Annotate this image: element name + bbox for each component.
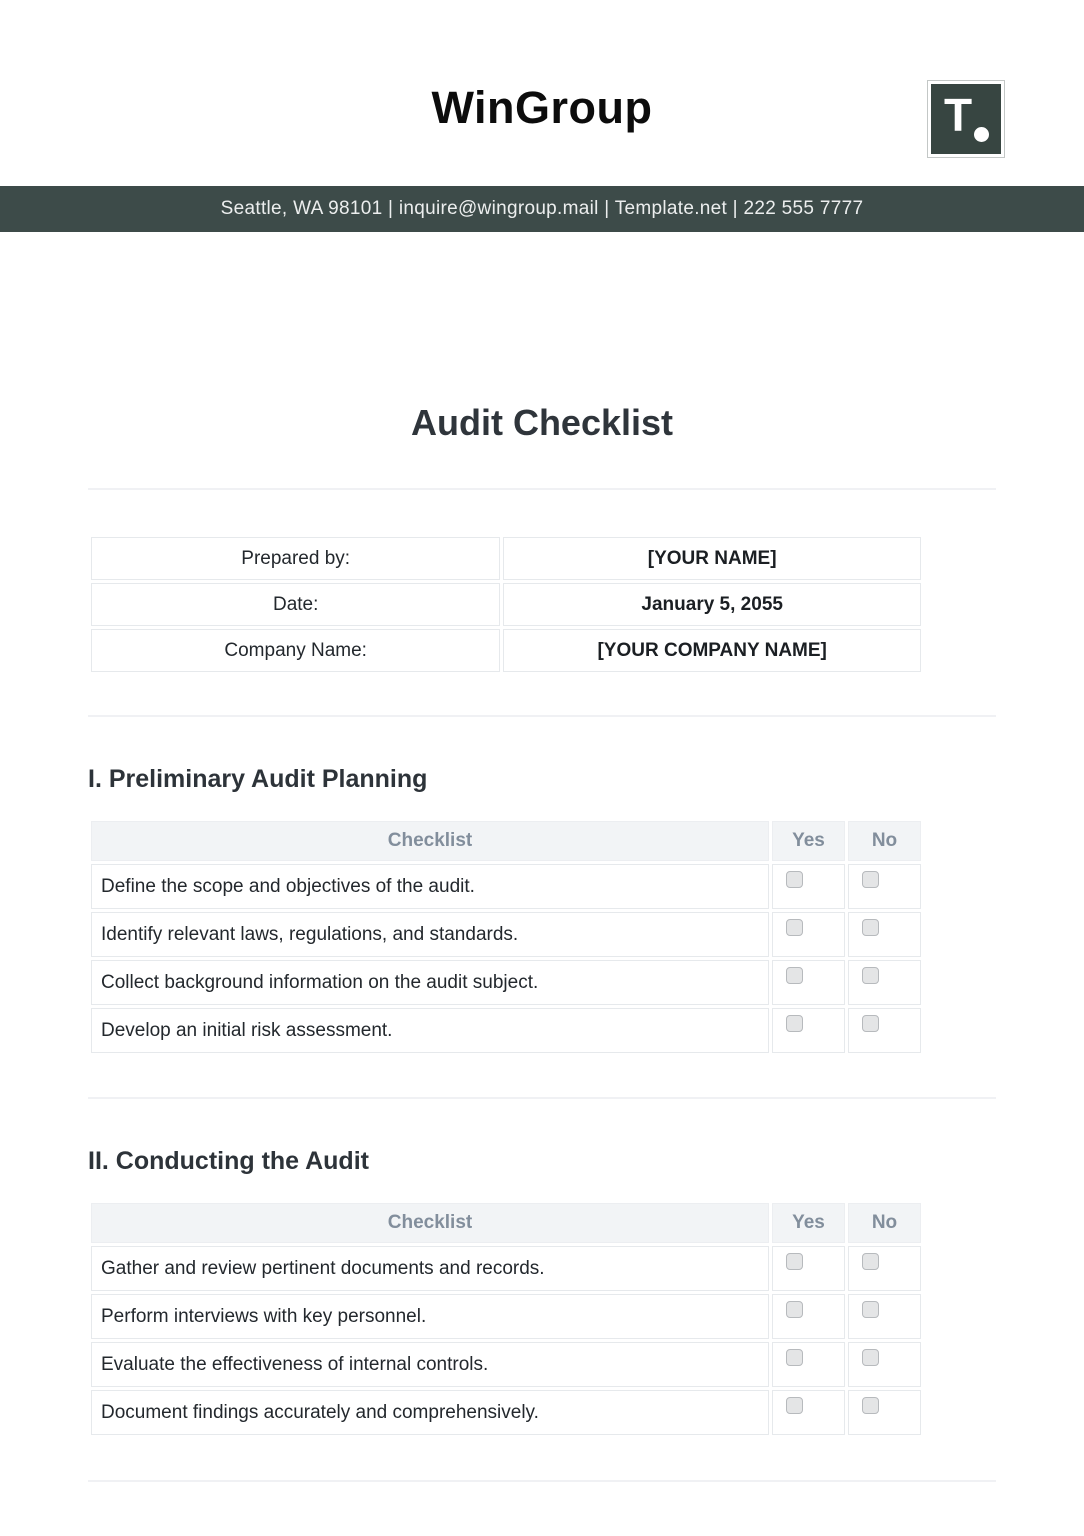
yes-cell xyxy=(772,1390,845,1435)
checklist-row: Evaluate the effectiveness of internal c… xyxy=(91,1342,921,1387)
table-header-row: Checklist Yes No xyxy=(91,1203,921,1243)
no-cell xyxy=(848,864,921,909)
yes-checkbox[interactable] xyxy=(786,1349,803,1366)
yes-cell xyxy=(772,912,845,957)
checklist-item-text: Perform interviews with key personnel. xyxy=(91,1294,769,1339)
info-table-row: Company Name: [YOUR COMPANY NAME] xyxy=(91,629,921,672)
column-header-checklist: Checklist xyxy=(91,1203,769,1243)
template-logo-mark: T xyxy=(931,84,1001,154)
contact-info-bar: Seattle, WA 98101 | inquire@wingroup.mai… xyxy=(0,186,1084,232)
no-checkbox[interactable] xyxy=(862,1397,879,1414)
section-heading-conducting-the-audit: II. Conducting the Audit xyxy=(88,1147,369,1175)
table-header-row: Checklist Yes No xyxy=(91,821,921,861)
checklist-item-text: Identify relevant laws, regulations, and… xyxy=(91,912,769,957)
document-header: WinGroup T xyxy=(0,0,1084,186)
checklist-item-text: Document findings accurately and compreh… xyxy=(91,1390,769,1435)
column-header-no: No xyxy=(848,821,921,861)
no-cell xyxy=(848,1342,921,1387)
no-cell xyxy=(848,1246,921,1291)
checklist-item-text: Define the scope and objectives of the a… xyxy=(91,864,769,909)
no-cell xyxy=(848,960,921,1005)
checklist-table-1: Checklist Yes No Define the scope and ob… xyxy=(88,818,924,1056)
no-checkbox[interactable] xyxy=(862,871,879,888)
no-cell xyxy=(848,1390,921,1435)
page-title: Audit Checklist xyxy=(410,402,674,443)
checklist-item-text: Evaluate the effectiveness of internal c… xyxy=(91,1342,769,1387)
column-header-no: No xyxy=(848,1203,921,1243)
yes-checkbox[interactable] xyxy=(786,1301,803,1318)
info-table: Prepared by: [YOUR NAME] Date: January 5, 2… xyxy=(88,534,924,675)
yes-checkbox[interactable] xyxy=(786,1015,803,1032)
checklist-item-text: Develop an initial risk assessment. xyxy=(91,1008,769,1053)
column-header-yes: Yes xyxy=(772,821,845,861)
no-checkbox[interactable] xyxy=(862,919,879,936)
no-checkbox[interactable] xyxy=(862,1301,879,1318)
yes-checkbox[interactable] xyxy=(786,919,803,936)
yes-cell xyxy=(772,1246,845,1291)
yes-cell xyxy=(772,1294,845,1339)
info-value: [YOUR COMPANY NAME] xyxy=(503,629,921,672)
yes-cell xyxy=(772,1342,845,1387)
yes-cell xyxy=(772,1008,845,1053)
yes-checkbox[interactable] xyxy=(786,1253,803,1270)
no-checkbox[interactable] xyxy=(862,967,879,984)
checklist-row: Gather and review pertinent documents an… xyxy=(91,1246,921,1291)
column-header-checklist: Checklist xyxy=(91,821,769,861)
checklist-row: Collect background information on the au… xyxy=(91,960,921,1005)
yes-checkbox[interactable] xyxy=(786,1397,803,1414)
logo-dot-icon xyxy=(974,127,989,142)
no-checkbox[interactable] xyxy=(862,1253,879,1270)
no-checkbox[interactable] xyxy=(862,1015,879,1032)
checklist-row: Identify relevant laws, regulations, and… xyxy=(91,912,921,957)
yes-checkbox[interactable] xyxy=(786,967,803,984)
section-heading-preliminary-audit-planning: I. Preliminary Audit Planning xyxy=(88,765,428,793)
info-label: Company Name: xyxy=(91,629,501,672)
document-body: Audit Checklist Prepared by: [YOUR NAME] D… xyxy=(0,402,1084,1482)
yes-cell xyxy=(772,960,845,1005)
divider xyxy=(88,715,996,717)
divider xyxy=(88,488,996,490)
checklist-row: Develop an initial risk assessment. xyxy=(91,1008,921,1053)
info-label: Prepared by: xyxy=(91,537,501,580)
info-label: Date: xyxy=(91,583,501,626)
divider xyxy=(88,1480,996,1482)
checklist-item-text: Gather and review pertinent documents an… xyxy=(91,1246,769,1291)
no-cell xyxy=(848,1008,921,1053)
checklist-row: Define the scope and objectives of the a… xyxy=(91,864,921,909)
template-logo: T xyxy=(927,80,1005,158)
info-table-row: Date: January 5, 2055 xyxy=(91,583,921,626)
no-cell xyxy=(848,1294,921,1339)
checklist-row: Perform interviews with key personnel. xyxy=(91,1294,921,1339)
yes-checkbox[interactable] xyxy=(786,871,803,888)
yes-cell xyxy=(772,864,845,909)
info-table-row: Prepared by: [YOUR NAME] xyxy=(91,537,921,580)
column-header-yes: Yes xyxy=(772,1203,845,1243)
info-value: January 5, 2055 xyxy=(503,583,921,626)
info-value: [YOUR NAME] xyxy=(503,537,921,580)
info-table-body: Prepared by: [YOUR NAME] Date: January 5, 2… xyxy=(91,537,921,672)
no-checkbox[interactable] xyxy=(862,1349,879,1366)
checklist-table-2: Checklist Yes No Gather and review perti… xyxy=(88,1200,924,1438)
logo-letter: T xyxy=(944,89,973,141)
checklist-item-text: Collect background information on the au… xyxy=(91,960,769,1005)
no-cell xyxy=(848,912,921,957)
divider xyxy=(88,1097,996,1099)
checklist-row: Document findings accurately and compreh… xyxy=(91,1390,921,1435)
company-name: WinGroup xyxy=(431,82,653,133)
